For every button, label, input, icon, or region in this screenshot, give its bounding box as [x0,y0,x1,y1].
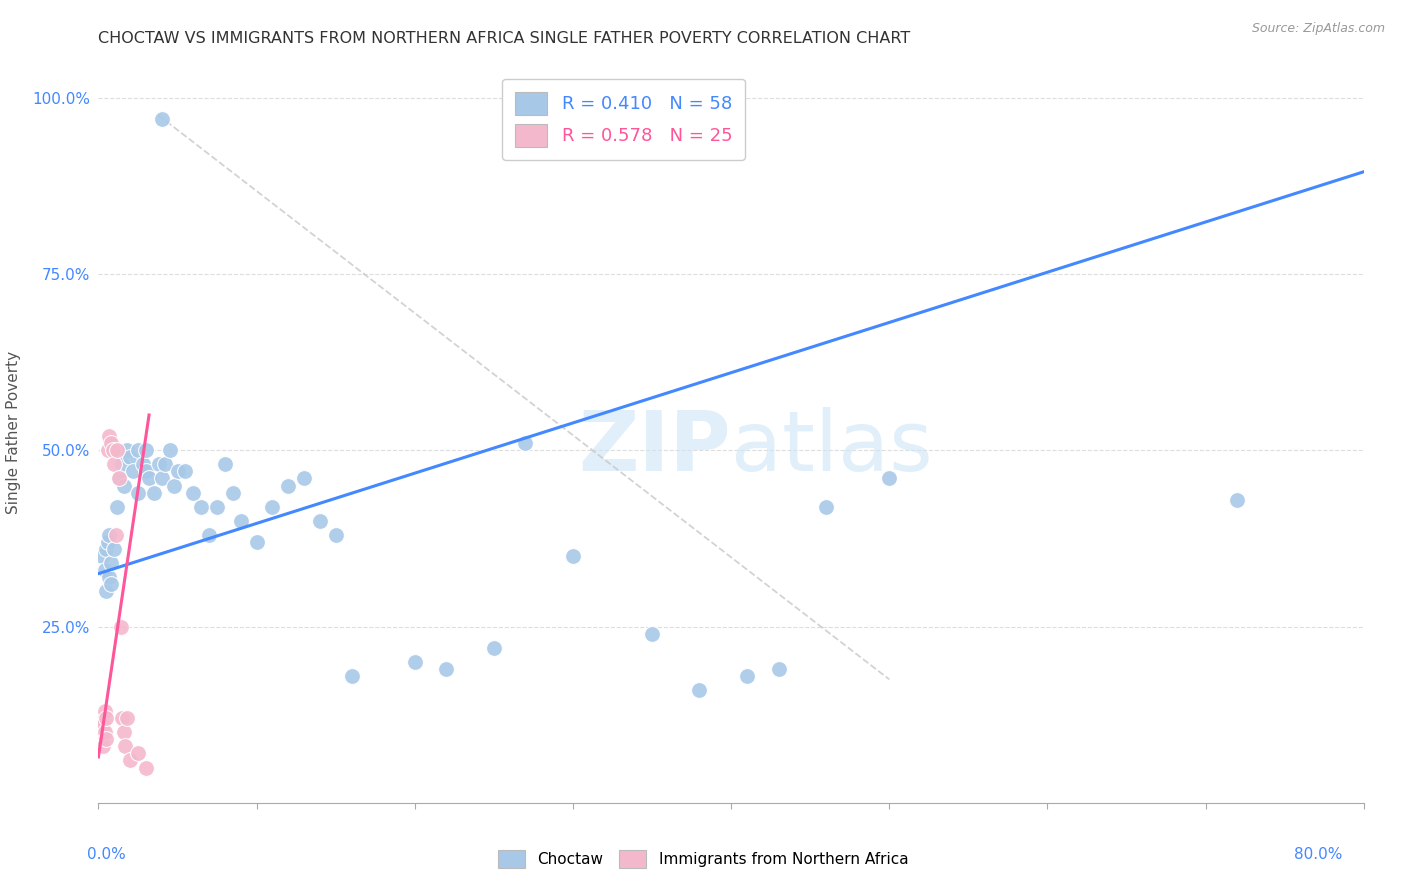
Legend: R = 0.410   N = 58, R = 0.578   N = 25: R = 0.410 N = 58, R = 0.578 N = 25 [502,78,745,160]
Point [166,464,188,478]
Point [163,478,186,492]
Point [96,541,118,556]
Point [277,478,299,492]
Point [93,725,117,739]
Point [138,471,160,485]
Point [115,443,138,458]
Point [96,711,118,725]
Point [90,549,112,563]
Point [90,711,112,725]
Text: 0.0%: 0.0% [87,847,127,862]
Point [135,464,157,478]
Point [309,514,332,528]
Point [135,443,157,458]
Point [93,704,117,718]
Point [229,514,252,528]
Point [93,563,117,577]
Point [120,754,141,768]
Point [135,760,157,774]
Point [148,458,170,472]
Point [103,458,125,472]
Point [112,725,135,739]
Point [115,711,138,725]
Point [108,471,131,485]
Point [97,535,120,549]
Point [100,577,122,591]
Point [97,443,120,458]
Point [150,471,173,485]
Point [91,718,114,732]
Point [246,535,269,549]
Point [103,541,125,556]
Y-axis label: Single Father Poverty: Single Father Poverty [6,351,21,514]
Point [214,458,236,472]
Point [561,549,585,563]
Point [107,443,129,458]
Point [91,739,114,754]
Point [114,739,136,754]
Point [98,429,121,443]
Point [108,471,131,485]
Text: Source: ZipAtlas.com: Source: ZipAtlas.com [1251,22,1385,36]
Point [768,662,790,676]
Point [198,528,221,542]
Point [110,619,132,633]
Point [111,711,134,725]
Point [735,669,758,683]
Text: ZIP: ZIP [579,407,731,488]
Point [436,662,458,676]
Point [292,471,315,485]
Point [150,112,173,126]
Text: atlas: atlas [731,407,932,488]
Point [96,584,118,599]
Point [122,464,145,478]
Point [111,458,134,472]
Point [89,725,111,739]
Text: 80.0%: 80.0% [1295,847,1343,862]
Point [641,626,664,640]
Point [127,747,149,761]
Point [127,485,149,500]
Point [98,570,121,584]
Point [482,640,505,655]
Point [877,471,900,485]
Point [222,485,245,500]
Point [100,436,122,450]
Point [340,669,363,683]
Point [153,458,176,472]
Point [107,500,129,514]
Point [205,500,228,514]
Text: CHOCTAW VS IMMIGRANTS FROM NORTHERN AFRICA SINGLE FATHER POVERTY CORRELATION CHA: CHOCTAW VS IMMIGRANTS FROM NORTHERN AFRI… [98,31,911,46]
Point [132,458,155,472]
Point [112,478,135,492]
Point [98,528,121,542]
Point [183,485,205,500]
Legend: Choctaw, Immigrants from Northern Africa: Choctaw, Immigrants from Northern Africa [492,844,914,873]
Point [515,436,537,450]
Point [104,528,127,542]
Point [96,732,118,747]
Point [120,450,141,465]
Point [404,655,426,669]
Point [190,500,212,514]
Point [814,500,837,514]
Point [262,500,284,514]
Point [1226,492,1249,507]
Point [325,528,347,542]
Point [90,732,112,747]
Point [159,443,181,458]
Point [100,556,122,570]
Point [142,485,165,500]
Point [101,443,124,458]
Point [127,443,149,458]
Point [174,464,197,478]
Point [688,683,710,698]
